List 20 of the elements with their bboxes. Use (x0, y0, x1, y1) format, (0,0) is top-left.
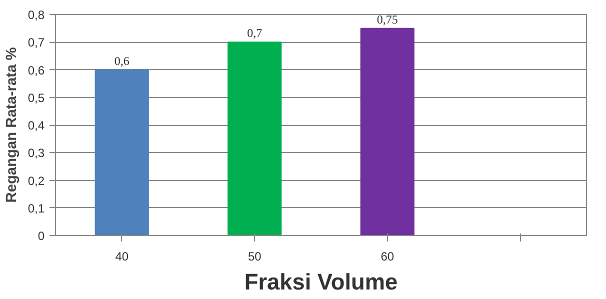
y-tick-label: 0 (38, 229, 45, 243)
y-tick-label: 0,4 (28, 118, 45, 132)
y-tick-label: 0,2 (28, 174, 45, 188)
y-tick-label: 0,8 (28, 8, 45, 22)
x-tick-label: 50 (248, 250, 262, 264)
y-tick-label: 0,7 (28, 36, 45, 50)
x-axis-title: Fraksi Volume (244, 268, 398, 294)
x-tick-label: 40 (115, 250, 129, 264)
data-label: 0,7 (247, 26, 262, 40)
data-label: 0,6 (114, 54, 130, 68)
y-tick-label: 0,6 (28, 63, 45, 78)
y-tick-label: 0,1 (28, 201, 45, 216)
x-tick-label: 60 (380, 250, 394, 264)
bar (228, 42, 282, 236)
y-tick-label: 0,5 (28, 90, 45, 105)
bar (360, 28, 414, 236)
y-tick-label: 0,3 (28, 146, 45, 160)
y-axis-title: Regangan Rata-rata % (4, 47, 20, 203)
data-label: 0,75 (376, 12, 398, 26)
bar (94, 69, 149, 236)
